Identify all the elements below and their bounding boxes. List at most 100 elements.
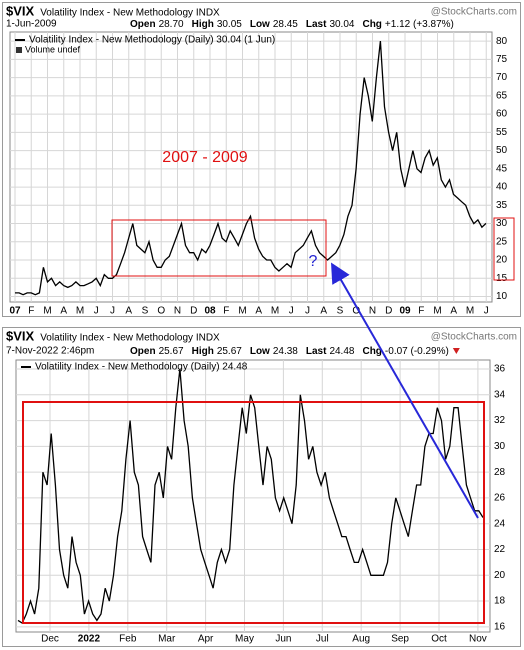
y-tick-label: 40 xyxy=(496,182,508,193)
y-tick-label: 70 xyxy=(496,72,508,83)
x-tick-label: O xyxy=(157,306,165,317)
x-tick-label: J xyxy=(110,306,115,317)
plot-area xyxy=(9,31,493,303)
watermark: @StockCharts.com xyxy=(431,7,517,18)
x-tick-label: N xyxy=(369,306,376,317)
x-tick-label: 09 xyxy=(399,306,411,317)
x-tick-label: F xyxy=(28,306,34,317)
quote-label: Open xyxy=(130,346,156,357)
y-tick-label: 34 xyxy=(494,389,506,400)
subtitle: Volatility Index - New Methodology INDX xyxy=(40,8,220,19)
y-tick-label: 24 xyxy=(494,518,506,529)
x-tick-label: M xyxy=(466,306,474,317)
x-tick-label: J xyxy=(289,306,294,317)
panel-frame xyxy=(2,2,521,317)
x-tick-label: M xyxy=(271,306,279,317)
quote-value: 25.67 xyxy=(217,346,242,357)
x-tick-label: Apr xyxy=(198,634,214,645)
volume-label: Volume undef xyxy=(25,44,81,54)
y-tick-label: 28 xyxy=(494,467,506,478)
volume-icon xyxy=(16,47,22,53)
price-line xyxy=(17,368,484,624)
y-tick-label: 22 xyxy=(494,544,506,555)
annotation: ? xyxy=(309,253,318,270)
quote-value: 28.70 xyxy=(159,19,184,30)
y-tick-label: 65 xyxy=(496,90,508,101)
x-tick-label: Oct xyxy=(431,634,447,645)
quote: Open 28.70 High 30.05 Low 28.45 Last 30.04 Chg +1… xyxy=(130,19,454,30)
x-tick-label: 2022 xyxy=(78,634,101,645)
x-tick-label: M xyxy=(43,306,51,317)
quote-value: 30.05 xyxy=(217,19,242,30)
quote-value: 24.48 xyxy=(329,346,354,357)
date: 7-Nov-2022 2:46pm xyxy=(6,346,94,357)
quote-label: Chg xyxy=(362,346,381,357)
y-tick-label: 75 xyxy=(496,54,508,65)
x-tick-label: S xyxy=(142,306,149,317)
quote-label: Open xyxy=(130,19,156,30)
y-tick-label: 35 xyxy=(496,200,508,211)
y-tick-label: 26 xyxy=(494,493,506,504)
x-tick-label: Dec xyxy=(41,634,59,645)
highlight-box xyxy=(22,401,485,624)
legend-label: Volatility Index - New Methodology (Dail… xyxy=(29,35,275,46)
x-tick-label: Nov xyxy=(469,634,487,645)
y-tick-label: 16 xyxy=(494,621,506,632)
x-tick-label: Aug xyxy=(352,634,370,645)
quote-value: 30.04 xyxy=(329,19,354,30)
y-tick-label: 15 xyxy=(496,273,508,284)
price-line xyxy=(15,41,487,296)
x-tick-label: O xyxy=(352,306,360,317)
ticker: $VIX xyxy=(6,3,35,18)
y-tick-label: 25 xyxy=(496,236,508,247)
x-tick-label: Jul xyxy=(316,634,329,645)
quote-value: +1.12 (+3.87%) xyxy=(385,19,454,30)
x-tick-label: N xyxy=(174,306,181,317)
x-tick-label: 07 xyxy=(9,306,21,317)
x-tick-label: M xyxy=(238,306,246,317)
x-tick-label: F xyxy=(418,306,424,317)
x-tick-label: Mar xyxy=(158,634,176,645)
y-tick-label: 30 xyxy=(494,441,506,452)
x-tick-label: A xyxy=(255,306,262,317)
y-tick-label: 60 xyxy=(496,109,508,120)
legend-label: Volatility Index - New Methodology (Dail… xyxy=(35,362,248,373)
x-tick-label: Jun xyxy=(275,634,291,645)
y-tick-label: 32 xyxy=(494,415,506,426)
x-tick-label: J xyxy=(94,306,99,317)
x-tick-label: F xyxy=(223,306,229,317)
x-tick-label: J xyxy=(305,306,310,317)
x-tick-label: A xyxy=(125,306,132,317)
y-tick-label: 20 xyxy=(494,570,506,581)
y-tick-label: 80 xyxy=(496,36,508,47)
quote-value: 24.38 xyxy=(273,346,298,357)
plot-area xyxy=(15,359,491,633)
quote: Open 25.67 High 25.67 Low 24.38 Last 24.48 Chg -0… xyxy=(130,346,449,357)
x-tick-label: A xyxy=(60,306,67,317)
x-tick-label: Feb xyxy=(119,634,137,645)
x-tick-label: M xyxy=(76,306,84,317)
quote-label: Low xyxy=(250,19,270,30)
x-tick-label: May xyxy=(235,634,254,645)
y-tick-label: 50 xyxy=(496,145,508,156)
panel-frame xyxy=(2,327,521,647)
quote-value: 25.67 xyxy=(159,346,184,357)
x-tick-label: D xyxy=(385,306,392,317)
y-tick-label: 36 xyxy=(494,364,506,375)
annotation: 2007 - 2009 xyxy=(162,149,248,166)
highlight-box xyxy=(493,217,515,281)
x-tick-label: 08 xyxy=(204,306,216,317)
x-tick-label: A xyxy=(450,306,457,317)
quote-label: Chg xyxy=(362,19,381,30)
date: 1-Jun-2009 xyxy=(6,19,57,30)
quote-label: High xyxy=(192,346,214,357)
y-tick-label: 18 xyxy=(494,596,506,607)
y-tick-label: 30 xyxy=(496,218,508,229)
x-tick-label: D xyxy=(190,306,197,317)
highlight-box xyxy=(111,219,327,277)
quote-value: 28.45 xyxy=(273,19,298,30)
x-tick-label: J xyxy=(484,306,489,317)
x-tick-label: S xyxy=(337,306,344,317)
quote-label: High xyxy=(192,19,214,30)
